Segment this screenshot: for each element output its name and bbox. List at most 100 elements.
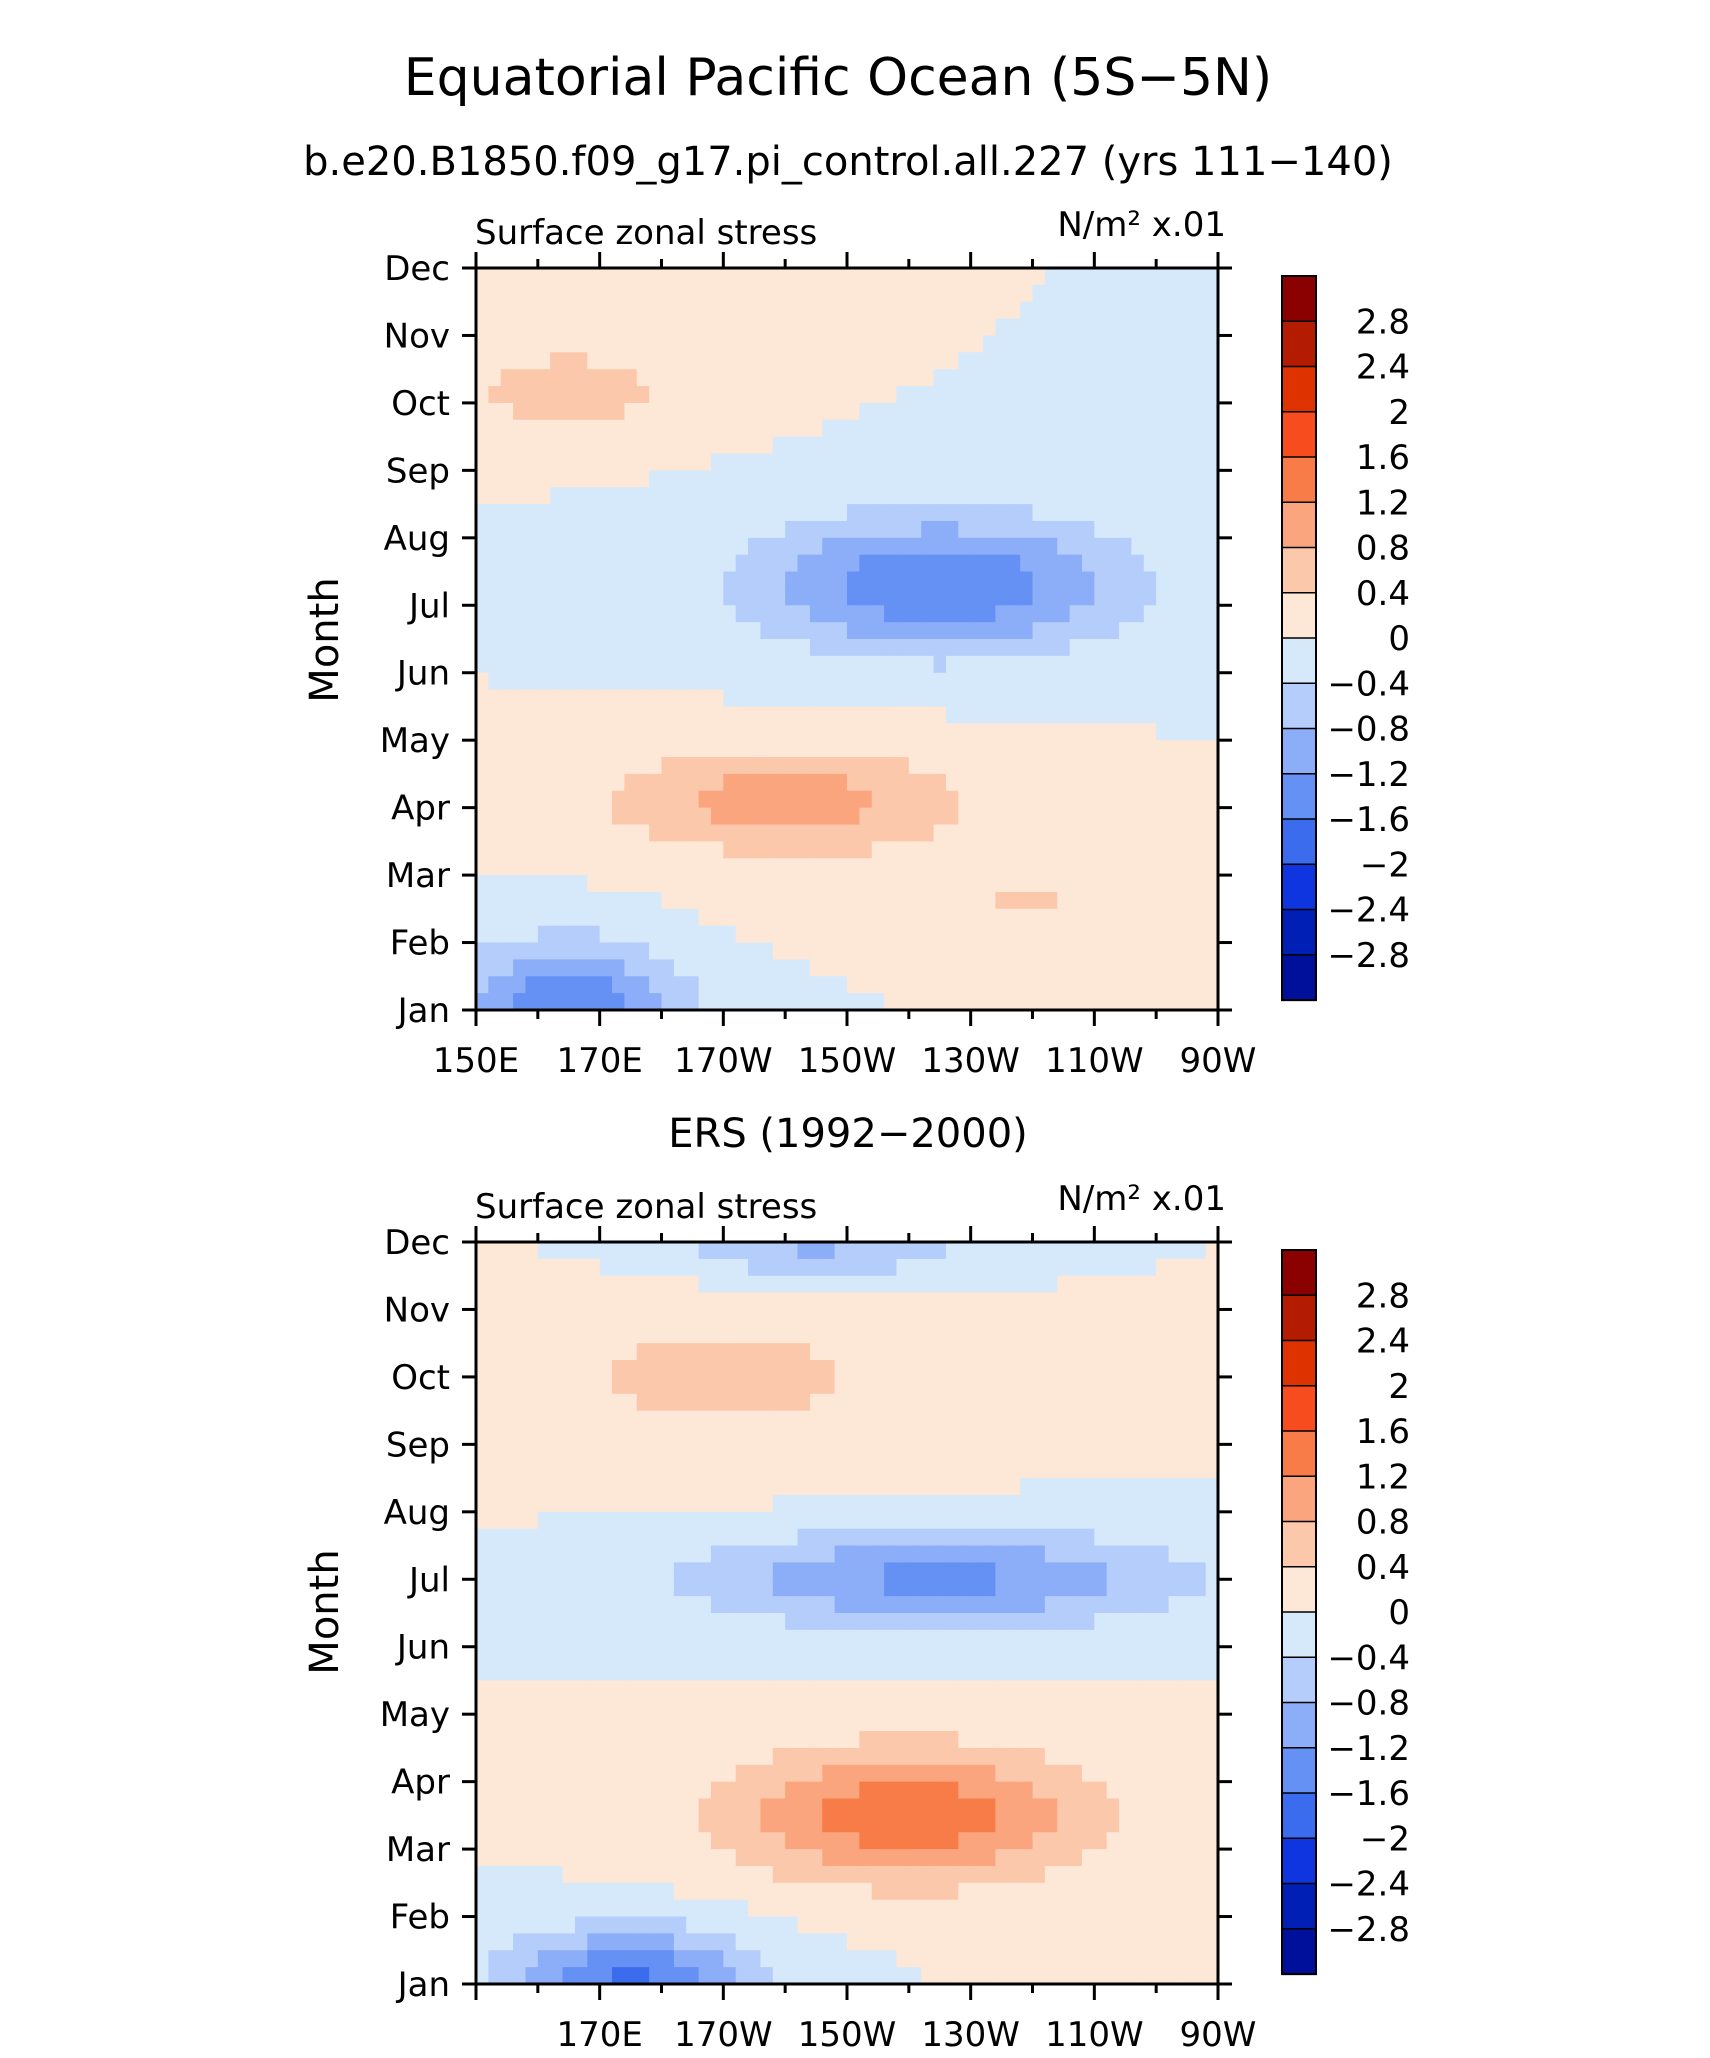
field-cell xyxy=(476,1899,489,1918)
field-cell xyxy=(1180,757,1194,775)
field-cell xyxy=(612,1731,625,1749)
field-cell xyxy=(1168,268,1182,286)
field-cell xyxy=(1094,1663,1108,1682)
field-cell xyxy=(1193,453,1207,471)
field-cell xyxy=(921,537,935,556)
field-cell xyxy=(636,318,650,337)
field-cell xyxy=(1168,504,1182,522)
field-cell xyxy=(735,1545,749,1564)
field-cell xyxy=(612,1326,625,1344)
field-cell xyxy=(735,672,749,691)
field-cell xyxy=(710,1798,724,1816)
field-cell xyxy=(970,1933,984,1951)
field-cell xyxy=(661,1629,675,1648)
field-cell xyxy=(970,605,984,623)
field-cell xyxy=(599,1798,613,1816)
field-cell xyxy=(550,1916,564,1935)
field-cell xyxy=(933,554,947,573)
field-cell xyxy=(537,689,551,708)
field-cell xyxy=(847,1393,860,1412)
field-cell xyxy=(834,639,848,657)
field-cell xyxy=(513,1444,527,1462)
field-cell xyxy=(983,1343,996,1361)
field-cell xyxy=(562,268,576,286)
field-cell xyxy=(921,605,935,623)
field-cell xyxy=(970,1562,984,1580)
field-cell xyxy=(587,268,601,286)
field-cell xyxy=(933,841,947,859)
field-cell xyxy=(896,1410,910,1429)
field-cell xyxy=(661,1849,675,1867)
field-cell xyxy=(970,318,984,337)
field-cell xyxy=(933,369,947,387)
field-cell xyxy=(1044,790,1058,809)
field-cell xyxy=(500,386,514,404)
field-cell xyxy=(476,1326,489,1344)
field-cell xyxy=(834,1865,848,1884)
field-cell xyxy=(847,858,860,876)
field-cell xyxy=(1057,588,1071,606)
field-cell xyxy=(525,1292,539,1311)
field-cell xyxy=(847,1596,860,1614)
field-cell xyxy=(500,1579,514,1597)
field-cell xyxy=(772,1629,786,1648)
field-cell xyxy=(908,453,922,471)
field-cell xyxy=(859,993,873,1011)
field-cell xyxy=(488,1967,502,1985)
field-cell xyxy=(933,807,947,826)
field-cell xyxy=(1032,841,1046,859)
field-cell xyxy=(599,1292,613,1311)
field-cell xyxy=(710,571,724,590)
field-cell xyxy=(933,1697,947,1715)
field-cell xyxy=(1007,268,1021,286)
field-cell xyxy=(847,1258,860,1277)
field-cell xyxy=(1032,504,1046,522)
field-cell xyxy=(958,875,972,893)
field-cell xyxy=(1044,1427,1058,1445)
field-cell xyxy=(1081,1646,1095,1665)
field-cell xyxy=(1119,571,1133,590)
field-cell xyxy=(748,639,762,657)
field-cell xyxy=(822,1933,836,1951)
field-cell xyxy=(636,1849,650,1867)
field-cell xyxy=(723,402,737,421)
field-cell xyxy=(574,487,588,505)
field-cell xyxy=(562,1849,576,1867)
field-cell xyxy=(958,318,972,337)
field-cell xyxy=(723,1461,737,1479)
field-cell xyxy=(599,908,613,927)
field-cell xyxy=(785,706,799,724)
field-cell xyxy=(562,773,576,792)
field-cell xyxy=(649,908,663,927)
field-cell xyxy=(500,875,514,893)
field-cell xyxy=(958,1832,972,1850)
field-cell xyxy=(537,1427,551,1445)
field-cell xyxy=(933,1343,947,1361)
field-cell xyxy=(513,369,527,387)
field-cell xyxy=(797,1242,811,1260)
field-cell xyxy=(513,605,527,623)
field-cell xyxy=(1007,1747,1021,1766)
field-cell xyxy=(636,554,650,573)
field-cell xyxy=(1143,588,1157,606)
field-cell xyxy=(785,1410,799,1429)
field-cell xyxy=(1020,1747,1034,1766)
field-cell xyxy=(859,1292,873,1311)
field-cell xyxy=(1020,1967,1034,1985)
field-cell xyxy=(809,1613,823,1631)
field-cell xyxy=(636,1528,650,1547)
field-cell xyxy=(983,1545,996,1564)
field-cell xyxy=(661,1579,675,1597)
field-cell xyxy=(710,1242,724,1260)
field-cell xyxy=(1020,672,1034,691)
field-cell xyxy=(983,993,996,1011)
field-cell xyxy=(537,470,551,488)
field-cell xyxy=(1081,976,1095,994)
field-cell xyxy=(1094,1596,1108,1614)
field-cell xyxy=(1020,1427,1034,1445)
field-cell xyxy=(574,1967,588,1985)
field-cell xyxy=(1193,284,1207,303)
field-cell xyxy=(649,1798,663,1816)
field-cell xyxy=(1069,622,1083,640)
field-cell xyxy=(649,335,663,353)
